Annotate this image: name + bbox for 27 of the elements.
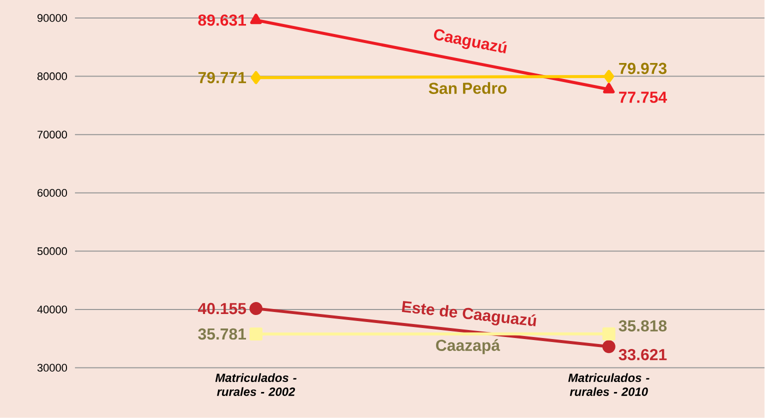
y-tick-label: 50000 bbox=[37, 247, 67, 256]
point bbox=[249, 328, 262, 341]
data-label: 77.754 bbox=[619, 92, 668, 104]
point bbox=[249, 302, 262, 316]
series-label: Caazapá bbox=[436, 339, 500, 354]
y-tick-label: 70000 bbox=[38, 130, 67, 139]
y-tick-label: 30000 bbox=[37, 364, 67, 372]
point bbox=[602, 340, 616, 354]
data-label: 35.818 bbox=[618, 320, 667, 332]
y-tick-label: 40000 bbox=[37, 306, 67, 314]
y-tick-label: 80000 bbox=[37, 72, 67, 80]
x-tick-label: Matriculados - rurales - 2010 bbox=[568, 373, 650, 396]
series-label: San Pedro bbox=[428, 82, 507, 94]
point bbox=[604, 70, 614, 84]
data-label: 79.771 bbox=[198, 72, 246, 84]
text: Este de Caaguazú bbox=[402, 301, 536, 326]
y-tick-label: 60000 bbox=[38, 189, 67, 197]
y-tick-label: 90000 bbox=[38, 14, 67, 22]
point bbox=[602, 327, 616, 340]
data-label: 35.781 bbox=[198, 328, 246, 340]
data-label: 89.631 bbox=[198, 14, 246, 26]
data-label: 33.621 bbox=[618, 349, 667, 360]
data-label: 40.155 bbox=[198, 303, 246, 314]
data-label: 79.973 bbox=[619, 62, 667, 74]
point bbox=[250, 71, 262, 84]
x-tick-label: Matriculados - rurales - 2002 bbox=[215, 373, 296, 396]
text: Caaguazú bbox=[434, 29, 507, 54]
